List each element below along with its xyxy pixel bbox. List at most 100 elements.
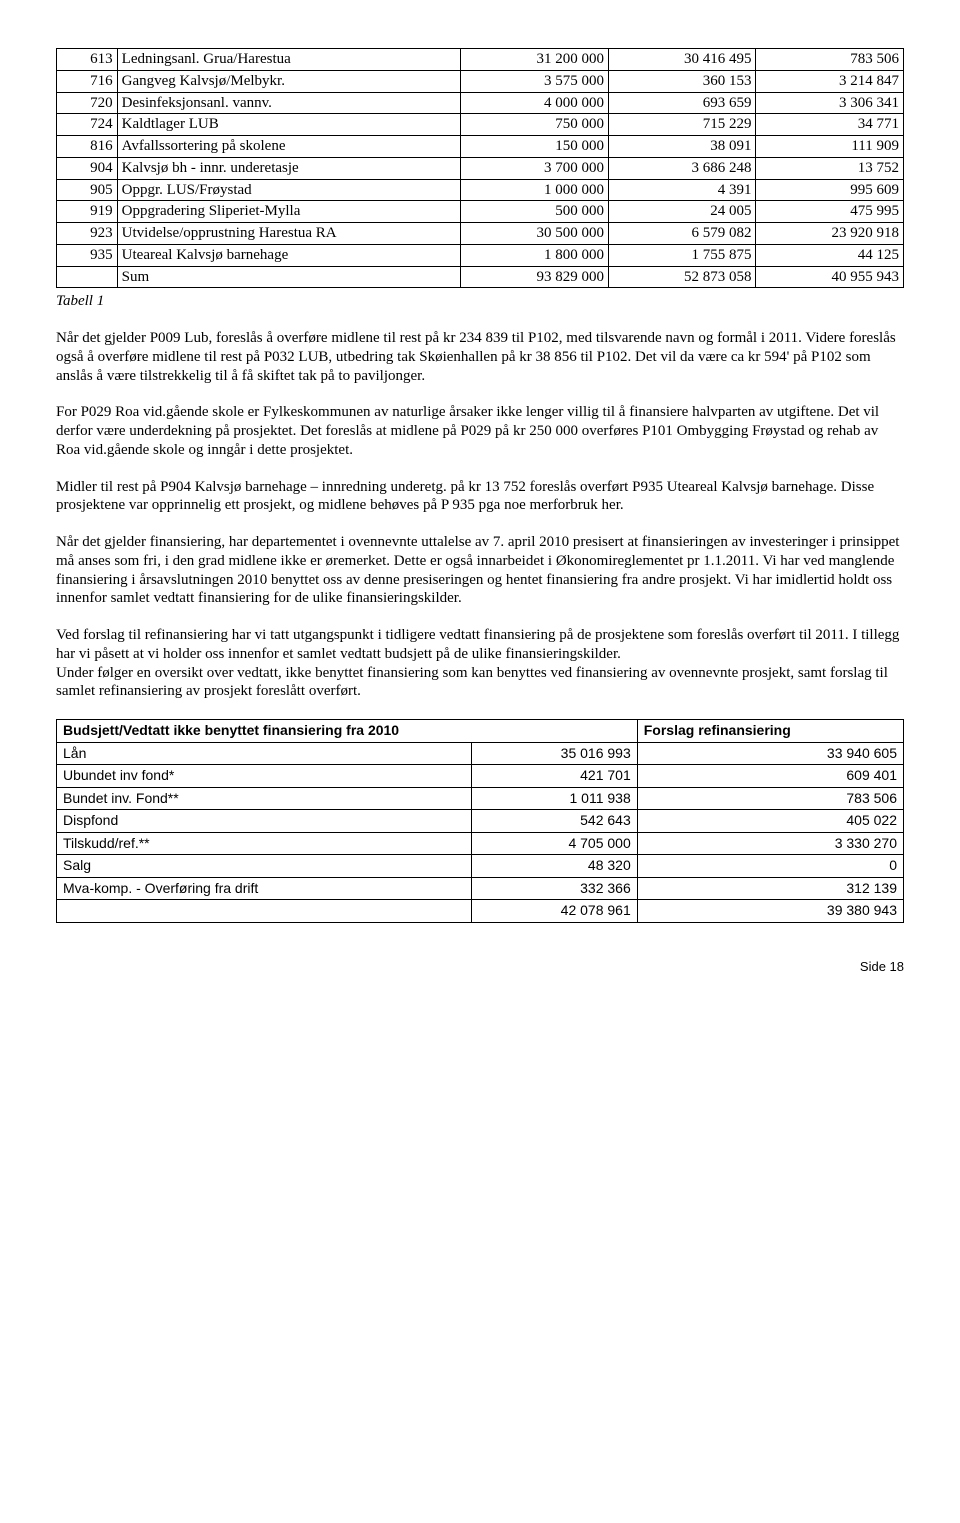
table-row: 935Uteareal Kalvsjø barnehage1 800 0001 …: [57, 244, 904, 266]
table-row: 720Desinfeksjonsanl. vannv.4 000 000693 …: [57, 92, 904, 114]
row-val3: 3 306 341: [756, 92, 904, 114]
table-row: Dispfond542 643405 022: [57, 810, 904, 833]
row-val2: 30 416 495: [608, 49, 756, 71]
table2-header: Budsjett/Vedtatt ikke benyttet finansier…: [57, 720, 904, 743]
row-code: 816: [57, 136, 118, 158]
row-code: 720: [57, 92, 118, 114]
row-desc: Utvidelse/opprustning Harestua RA: [117, 223, 461, 245]
table1-caption: Tabell 1: [56, 292, 904, 311]
table-row: Lån35 016 99333 940 605: [57, 742, 904, 765]
row-val3: 23 920 918: [756, 223, 904, 245]
page-footer: Side 18: [56, 959, 904, 975]
row-val2: 360 153: [608, 70, 756, 92]
row-label: Dispfond: [57, 810, 472, 833]
total-val2: 39 380 943: [637, 900, 903, 923]
row-val2: 38 091: [608, 136, 756, 158]
row-val2: 24 005: [608, 201, 756, 223]
row-code: 716: [57, 70, 118, 92]
row-val1: 500 000: [461, 201, 609, 223]
row-desc: Avfallssortering på skolene: [117, 136, 461, 158]
row-val3: 3 214 847: [756, 70, 904, 92]
paragraph: For P029 Roa vid.gående skole er Fylkesk…: [56, 403, 904, 459]
paragraph: Når det gjelder P009 Lub, foreslås å ove…: [56, 329, 904, 385]
table-row: 923Utvidelse/opprustning Harestua RA30 5…: [57, 223, 904, 245]
table-row: Bundet inv. Fond**1 011 938783 506: [57, 787, 904, 810]
row-val3: 995 609: [756, 179, 904, 201]
row-val2: 33 940 605: [637, 742, 903, 765]
row-val2: 3 330 270: [637, 832, 903, 855]
row-val2: 6 579 082: [608, 223, 756, 245]
row-val1: 1 000 000: [461, 179, 609, 201]
row-label: Tilskudd/ref.**: [57, 832, 472, 855]
sum-label: Sum: [117, 266, 461, 288]
financing-table: Budsjett/Vedtatt ikke benyttet finansier…: [56, 719, 904, 923]
paragraph: Ved forslag til refinansiering har vi ta…: [56, 626, 904, 664]
row-code: 923: [57, 223, 118, 245]
row-label: Mva-komp. - Overføring fra drift: [57, 877, 472, 900]
sum-val2: 52 873 058: [608, 266, 756, 288]
row-val1: 4 000 000: [461, 92, 609, 114]
total-label: [57, 900, 472, 923]
row-val1: 35 016 993: [472, 742, 638, 765]
table-row: 716Gangveg Kalvsjø/Melbykr.3 575 000360 …: [57, 70, 904, 92]
row-code: 904: [57, 157, 118, 179]
row-label: Bundet inv. Fond**: [57, 787, 472, 810]
paragraph: Midler til rest på P904 Kalvsjø barnehag…: [56, 478, 904, 516]
row-code: 613: [57, 49, 118, 71]
row-val1: 3 575 000: [461, 70, 609, 92]
row-label: Lån: [57, 742, 472, 765]
table-row: 919Oppgradering Sliperiet-Mylla500 00024…: [57, 201, 904, 223]
sum-val1: 93 829 000: [461, 266, 609, 288]
row-val3: 475 995: [756, 201, 904, 223]
row-val2: 693 659: [608, 92, 756, 114]
table-row: 613Ledningsanl. Grua/Harestua31 200 0003…: [57, 49, 904, 71]
row-desc: Kaldtlager LUB: [117, 114, 461, 136]
row-val2: 783 506: [637, 787, 903, 810]
row-label: Ubundet inv fond*: [57, 765, 472, 788]
row-val1: 31 200 000: [461, 49, 609, 71]
table-row: Salg48 3200: [57, 855, 904, 878]
paragraph: Under følger en oversikt over vedtatt, i…: [56, 664, 904, 702]
table-row: 816Avfallssortering på skolene150 00038 …: [57, 136, 904, 158]
row-val1: 332 366: [472, 877, 638, 900]
table2-header-left: Budsjett/Vedtatt ikke benyttet finansier…: [57, 720, 638, 743]
row-val1: 48 320: [472, 855, 638, 878]
row-val1: 150 000: [461, 136, 609, 158]
row-code: 724: [57, 114, 118, 136]
row-val2: 312 139: [637, 877, 903, 900]
table-row: Ubundet inv fond*421 701609 401: [57, 765, 904, 788]
row-val2: 0: [637, 855, 903, 878]
table2-total: 42 078 96139 380 943: [57, 900, 904, 923]
body-text: Når det gjelder P009 Lub, foreslås å ove…: [56, 329, 904, 701]
row-val2: 4 391: [608, 179, 756, 201]
row-desc: Desinfeksjonsanl. vannv.: [117, 92, 461, 114]
row-label: Salg: [57, 855, 472, 878]
row-code: 905: [57, 179, 118, 201]
row-code: 919: [57, 201, 118, 223]
table2-header-right: Forslag refinansiering: [637, 720, 903, 743]
row-val1: 542 643: [472, 810, 638, 833]
table-row: 905Oppgr. LUS/Frøystad1 000 0004 391995 …: [57, 179, 904, 201]
row-val1: 4 705 000: [472, 832, 638, 855]
row-val1: 30 500 000: [461, 223, 609, 245]
table-row: Tilskudd/ref.**4 705 0003 330 270: [57, 832, 904, 855]
row-desc: Gangveg Kalvsjø/Melbykr.: [117, 70, 461, 92]
paragraph: Når det gjelder finansiering, har depart…: [56, 533, 904, 608]
table-sum-row: Sum93 829 00052 873 05840 955 943: [57, 266, 904, 288]
row-desc: Ledningsanl. Grua/Harestua: [117, 49, 461, 71]
row-val2: 715 229: [608, 114, 756, 136]
project-table: 613Ledningsanl. Grua/Harestua31 200 0003…: [56, 48, 904, 288]
sum-val3: 40 955 943: [756, 266, 904, 288]
row-desc: Oppgr. LUS/Frøystad: [117, 179, 461, 201]
row-val3: 34 771: [756, 114, 904, 136]
row-val3: 13 752: [756, 157, 904, 179]
row-desc: Uteareal Kalvsjø barnehage: [117, 244, 461, 266]
row-val3: 783 506: [756, 49, 904, 71]
row-val1: 1 800 000: [461, 244, 609, 266]
row-val1: 421 701: [472, 765, 638, 788]
table-row: 724Kaldtlager LUB750 000715 22934 771: [57, 114, 904, 136]
table-row: 904Kalvsjø bh - innr. underetasje3 700 0…: [57, 157, 904, 179]
total-val1: 42 078 961: [472, 900, 638, 923]
row-val1: 750 000: [461, 114, 609, 136]
row-code: 935: [57, 244, 118, 266]
